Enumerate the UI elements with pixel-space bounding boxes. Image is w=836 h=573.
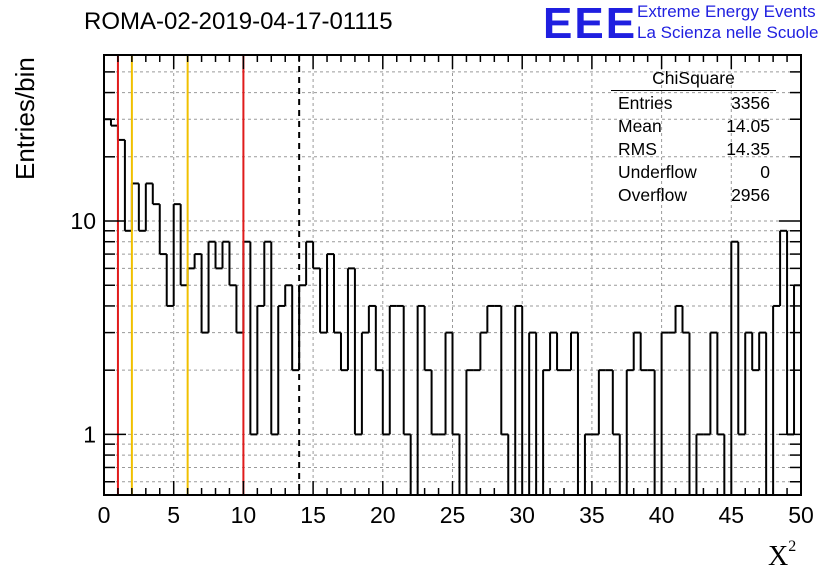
stats-title: ChiSquare [611,68,776,91]
cut-lines [116,55,301,495]
axis-tick-labels: 0 5 10 15 20 25 30 35 40 45 50 1 10 [70,208,813,528]
stats-value: 14.35 [726,139,770,159]
stats-label: Underflow [618,162,697,182]
y-axis-label-wrap: Entries/bin [10,40,40,180]
y-tick-label: 1 [83,421,96,447]
stats-value: 14.05 [726,116,770,136]
stats-label: RMS [618,139,657,159]
x-tick-label: 5 [167,502,180,528]
x-tick-label: 25 [440,502,466,528]
logo-line-1: Extreme Energy Events [637,2,816,21]
stats-label: Mean [618,116,662,136]
x-tick-label: 0 [98,502,111,528]
x-tick-label: 45 [719,502,745,528]
x-tick-label: 20 [370,502,396,528]
stats-box: ChiSquare Entries 3356 Mean 14.05 RMS 14.35… [611,68,776,207]
stats-row-entries: Entries 3356 [611,92,776,115]
logo-line-2: La Scienza nelle Scuole [637,23,819,42]
y-tick-label: 10 [70,208,96,234]
x-tick-label: 30 [509,502,535,528]
stats-row-overflow: Overflow 2956 [611,184,776,207]
x-axis-label-sup: 2 [788,538,797,555]
chart-title: ROMA-02-2019-04-17-01115 [84,8,393,35]
eee-logo: EEE [543,0,638,48]
axis-ticks [103,55,802,495]
y-axis-label: Entries/bin [10,57,40,180]
x-tick-label: 50 [788,502,814,528]
stats-value: 3356 [731,93,770,113]
stats-value: 2956 [731,185,770,205]
stats-label: Entries [618,93,673,113]
stats-row-mean: Mean 14.05 [611,115,776,138]
stats-value: 0 [760,162,770,182]
stats-row-underflow: Underflow 0 [611,161,776,184]
histogram-bins [103,118,802,496]
x-tick-label: 35 [579,502,605,528]
x-axis-label: X2 [768,538,796,573]
stats-label: Overflow [618,185,688,205]
x-tick-label: 15 [300,502,326,528]
x-tick-label: 40 [649,502,675,528]
x-tick-label: 10 [231,502,257,528]
stats-row-rms: RMS 14.35 [611,138,776,161]
x-axis-label-text: X [768,541,789,572]
